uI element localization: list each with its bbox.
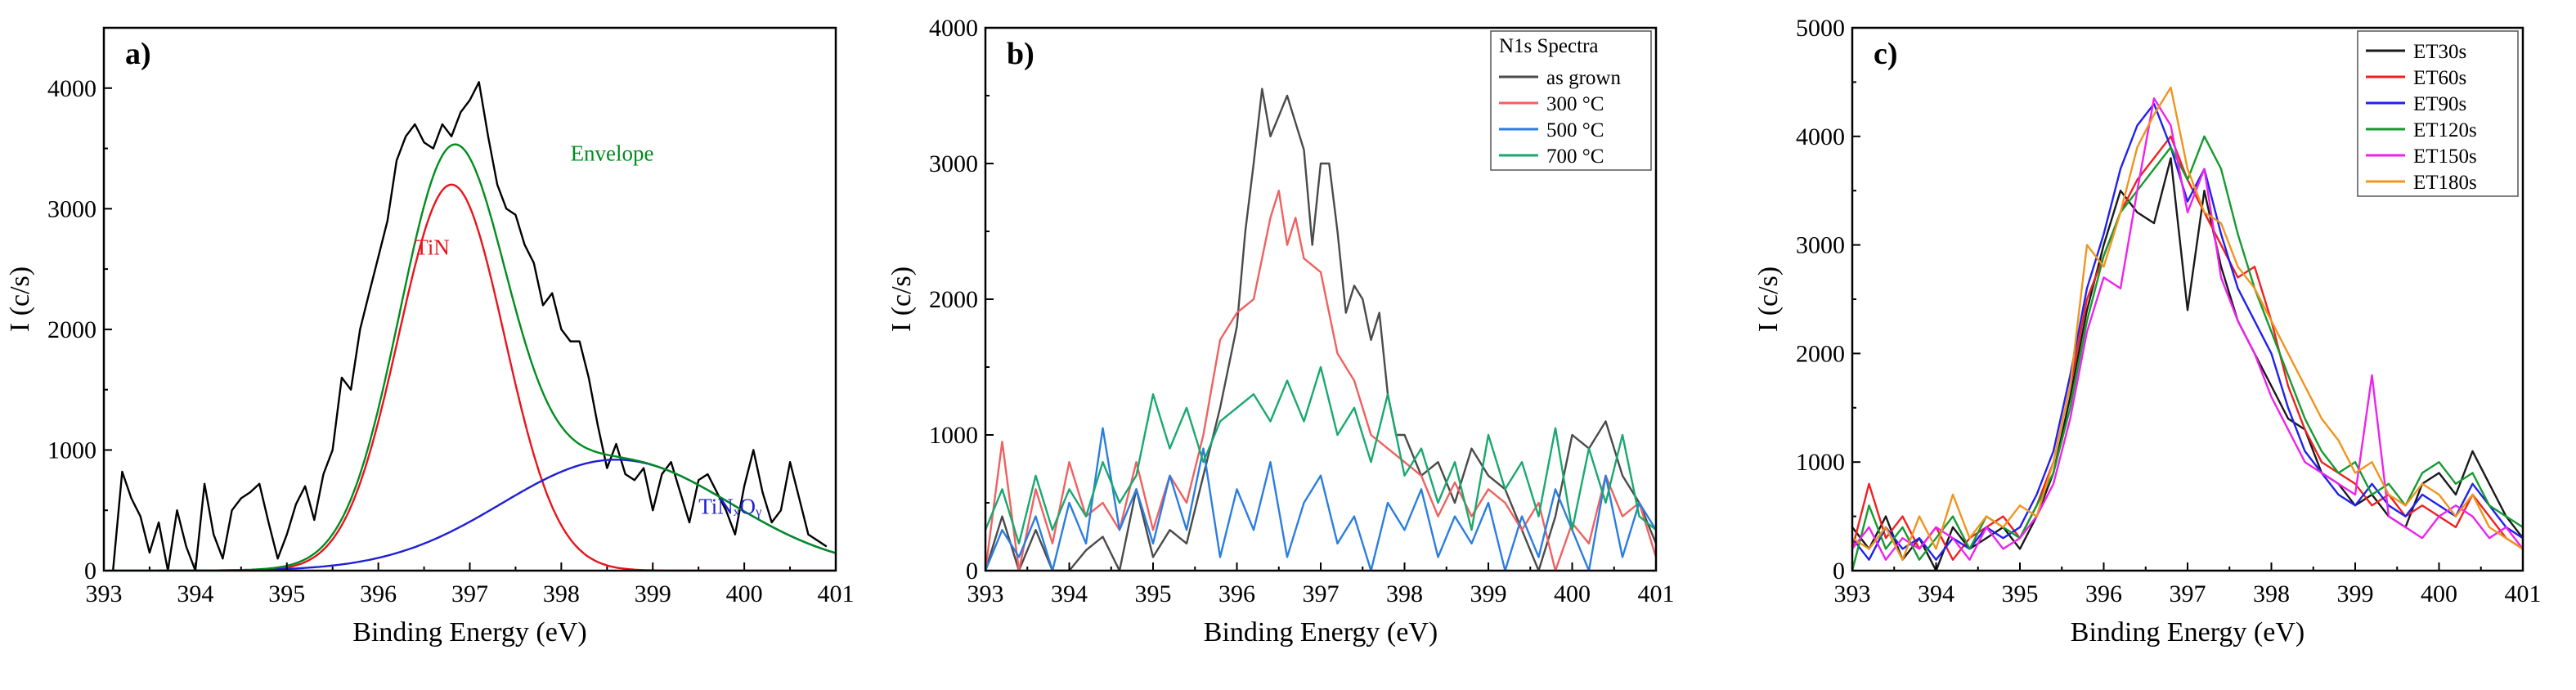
legend-entry-et90s: ET90s (2413, 93, 2466, 115)
panel-label: a) (125, 37, 151, 71)
legend-entry-et30s: ET30s (2413, 41, 2466, 63)
x-tick-label: 394 (1918, 580, 1954, 607)
x-tick-label: 394 (177, 580, 213, 607)
y-tick-label: 4000 (1796, 123, 1845, 150)
x-tick-label: 396 (2085, 580, 2122, 607)
legend-entry-et150s: ET150s (2413, 146, 2477, 168)
x-tick-label: 396 (360, 580, 397, 607)
y-tick-label: 3000 (1796, 232, 1845, 259)
y-tick-label: 3000 (929, 150, 978, 177)
x-tick-label: 399 (1470, 580, 1507, 607)
legend-entry-500-c: 500 °C (1546, 119, 1604, 141)
y-axis-label: I (c/s) (886, 267, 917, 332)
x-tick-label: 397 (451, 580, 488, 607)
x-tick-label: 398 (2253, 580, 2290, 607)
series-line-tin (239, 183, 836, 571)
y-tick-label: 2000 (929, 286, 978, 313)
legend-entry-300-c: 300 °C (1546, 93, 1604, 115)
chart-panel-a: 393 394 395 396 397 398 399 400 401 0 1000 2000 3000… (5, 26, 855, 647)
y-tick-label: 3000 (47, 195, 96, 222)
x-tick-label: 395 (1135, 580, 1172, 607)
series-line-as-grown-n1s-data (112, 81, 828, 571)
x-tick-label: 398 (543, 580, 580, 607)
x-tick-label: 399 (635, 580, 671, 607)
legend-box (2357, 30, 2519, 197)
y-tick-label: 1000 (1796, 449, 1845, 476)
x-tick-label: 395 (268, 580, 305, 607)
legend: ET30s ET60s ET90s ET120s ET150s ET180s (2357, 30, 2519, 197)
y-tick-label: 0 (1833, 558, 1845, 585)
legend-entry-700-c: 700 °C (1546, 146, 1604, 168)
legend-title: N1s Spectra (1499, 35, 1599, 57)
x-tick-label: 401 (2505, 580, 2542, 607)
series-line-et90s (1852, 102, 2523, 561)
x-tick-label: 397 (1303, 580, 1340, 607)
y-axis-label: I (c/s) (1753, 267, 1784, 332)
series-line-et30s (1852, 157, 2523, 571)
x-tick-label: 398 (1386, 580, 1423, 607)
x-tick-label: 400 (2421, 580, 2457, 607)
series-line-700-c (985, 365, 1656, 544)
panel-label: b) (1007, 37, 1034, 71)
x-tick-label: 395 (2002, 580, 2039, 607)
y-tick-label: 1000 (47, 437, 96, 464)
series-line-300-c (985, 189, 1656, 571)
series-line-500-c (985, 427, 1656, 571)
chart-panel-c: 393 394 395 396 397 398 399 400 401 0 1000 2000 3000… (1753, 15, 2542, 647)
series-line-et150s (1852, 97, 2523, 561)
panel-label: c) (1874, 37, 1898, 71)
plot-frame (102, 26, 837, 572)
y-tick-label: 4000 (929, 15, 978, 42)
annotation-envelope: Envelope (571, 141, 654, 165)
x-tick-label: 394 (1051, 580, 1088, 607)
legend-entry-as-grown: as grown (1546, 67, 1621, 89)
y-tick-label: 2000 (47, 316, 96, 343)
series-line-et180s (1852, 86, 2523, 561)
annotation-tin: TiN (415, 235, 450, 259)
y-axis-label: I (c/s) (5, 267, 35, 332)
annotation-tin-o: TiNₓOᵧ (698, 495, 761, 519)
y-tick-label: 0 (84, 558, 96, 585)
series-line-et120s (1852, 135, 2523, 571)
y-tick-label: 1000 (929, 422, 978, 449)
y-tick-label: 2000 (1796, 340, 1845, 367)
x-tick-label: 400 (1554, 580, 1591, 607)
legend-entry-et120s: ET120s (2413, 119, 2477, 141)
x-tick-label: 397 (2170, 580, 2206, 607)
x-tick-label: 400 (726, 580, 763, 607)
x-axis-label: Binding Energy (eV) (1204, 617, 1438, 647)
y-tick-label: 0 (966, 558, 978, 585)
legend-entry-et60s: ET60s (2413, 67, 2466, 89)
x-tick-label: 396 (1218, 580, 1255, 607)
y-tick-label: 4000 (47, 75, 96, 102)
x-tick-label: 393 (86, 580, 123, 607)
x-axis-label: Binding Energy (eV) (352, 617, 586, 647)
legend-box (1490, 30, 1652, 171)
x-tick-label: 393 (967, 580, 1004, 607)
x-tick-label: 401 (1638, 580, 1675, 607)
series-line-as-grown (985, 87, 1656, 571)
x-tick-label: 399 (2337, 580, 2374, 607)
legend: N1s Spectra as grown 300 °C 500 °C 700 °C (1490, 30, 1652, 171)
chart-panel-b: 393 394 395 396 397 398 399 400 401 0 1000 2000 3000… (886, 15, 1675, 647)
legend-entry-et180s: ET180s (2413, 172, 2477, 194)
x-axis-label: Binding Energy (eV) (2071, 617, 2304, 647)
x-tick-label: 393 (1834, 580, 1871, 607)
y-tick-label: 5000 (1796, 15, 1845, 42)
x-tick-label: 401 (818, 580, 855, 607)
